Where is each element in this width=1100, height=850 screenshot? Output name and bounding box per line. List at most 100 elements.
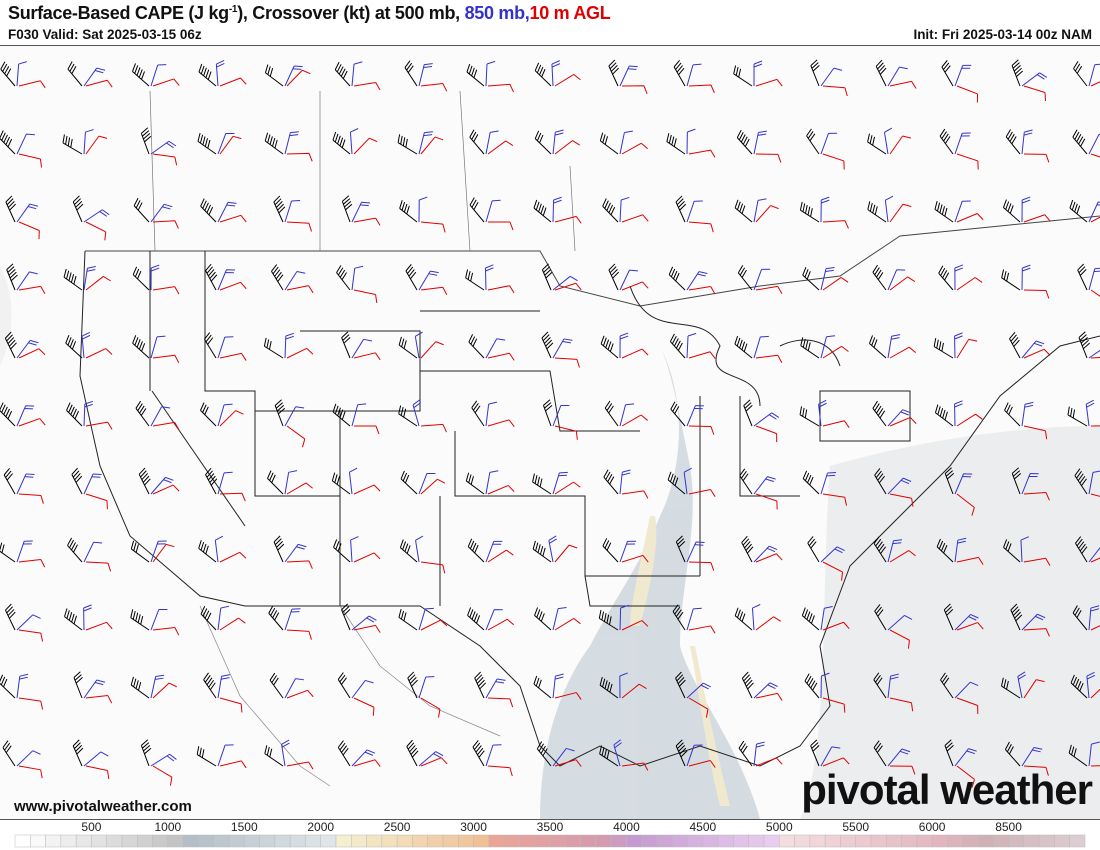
wind-barb [1072, 129, 1088, 155]
colorbar-cell [977, 834, 994, 848]
wind-barb [954, 332, 963, 359]
wind-barb [485, 744, 502, 767]
wind-barb [217, 269, 236, 291]
website-label[interactable]: www.pivotalweather.com [14, 798, 192, 815]
wind-barb [415, 535, 424, 563]
wind-barb [18, 559, 46, 568]
wind-barb [686, 744, 703, 767]
wind-barb [219, 135, 242, 155]
wind-barb [741, 671, 754, 699]
wind-barb [753, 682, 778, 699]
wind-barb [65, 335, 83, 359]
wind-barb [1086, 671, 1096, 699]
wind-barb [351, 201, 371, 223]
wind-barb [85, 621, 113, 631]
wind-barb [554, 544, 578, 563]
wind-barb [85, 135, 108, 155]
colorbar-cell [779, 834, 795, 848]
wind-barb [889, 276, 916, 291]
wind-barb [467, 538, 485, 563]
wind-barb [619, 672, 628, 699]
wind-barb [336, 265, 351, 291]
wind-barb [552, 196, 562, 223]
wind-barb [200, 606, 217, 631]
wind-barb [284, 131, 299, 155]
wind-barb [219, 410, 244, 427]
wind-barb [688, 697, 709, 718]
wind-barb [820, 335, 836, 359]
wind-barb [554, 759, 582, 767]
wind-barb [219, 492, 246, 502]
wind-barb [418, 607, 434, 631]
wind-barb [889, 135, 912, 155]
colorbar-cell [1008, 834, 1025, 848]
colorbar-cell [672, 834, 688, 848]
wind-barb [284, 406, 305, 427]
wind-barb [1070, 674, 1088, 699]
wind-barb [822, 757, 850, 767]
wind-barb [608, 263, 620, 291]
colorbar-cell [947, 834, 963, 848]
wind-barb [753, 268, 771, 291]
wind-barb [1023, 679, 1045, 699]
wind-barb [802, 267, 820, 291]
colorbar-cell [228, 834, 245, 848]
wind-barb [152, 220, 179, 229]
wind-barb [219, 352, 247, 361]
wind-barb [406, 739, 419, 767]
wind-barb [150, 674, 165, 699]
wind-barb [755, 285, 783, 295]
wind-barb [541, 263, 553, 291]
wind-barb [621, 414, 648, 427]
colorbar-cell [442, 834, 459, 848]
wind-barb [140, 127, 152, 155]
wind-barb [872, 400, 887, 427]
wind-barb [1088, 267, 1100, 291]
wind-barb [599, 745, 619, 767]
wind-barb [140, 739, 152, 767]
wind-barb [755, 493, 778, 510]
wind-barb [675, 195, 687, 223]
wind-barb [485, 470, 499, 495]
wind-barb [205, 263, 218, 291]
wind-barb [83, 751, 109, 767]
wind-barb [18, 348, 46, 359]
wind-barb [485, 130, 499, 155]
colorbar-cell [259, 834, 276, 848]
colorbar-cell [30, 834, 46, 848]
colorbar-cell [824, 834, 841, 848]
wind-barb [1090, 211, 1100, 223]
wind-barb [150, 64, 167, 87]
wind-barb [1078, 331, 1091, 359]
wind-barb [18, 418, 46, 427]
wind-barb [1023, 348, 1051, 359]
colorbar-label: 1000 [154, 820, 182, 834]
wind-barb [532, 473, 552, 495]
wind-barb [533, 199, 552, 223]
wind-barb [420, 83, 448, 92]
wind-barb [351, 403, 367, 427]
wind-barb [1001, 677, 1021, 699]
wind-barb [1021, 129, 1033, 155]
wind-barb [485, 60, 496, 87]
wind-barb [956, 338, 978, 359]
wind-barb [331, 472, 351, 495]
wind-barb [150, 140, 177, 155]
wind-barb [621, 620, 649, 631]
wind-barb [1090, 153, 1100, 170]
wind-barb [85, 561, 112, 572]
wind-barb [349, 128, 359, 155]
wind-barb [484, 264, 494, 291]
colorbar-cell [198, 834, 214, 848]
colorbar-cell [1069, 834, 1086, 848]
wind-barb [733, 65, 753, 87]
wind-barb [81, 331, 91, 359]
wind-barb [353, 425, 380, 435]
colorbar-cell [901, 834, 918, 848]
wind-barb [138, 467, 151, 495]
wind-barb [405, 264, 418, 291]
wind-barb [536, 741, 552, 767]
wind-barb [132, 335, 150, 359]
wind-barb [672, 604, 686, 631]
wind-barb [874, 468, 887, 495]
